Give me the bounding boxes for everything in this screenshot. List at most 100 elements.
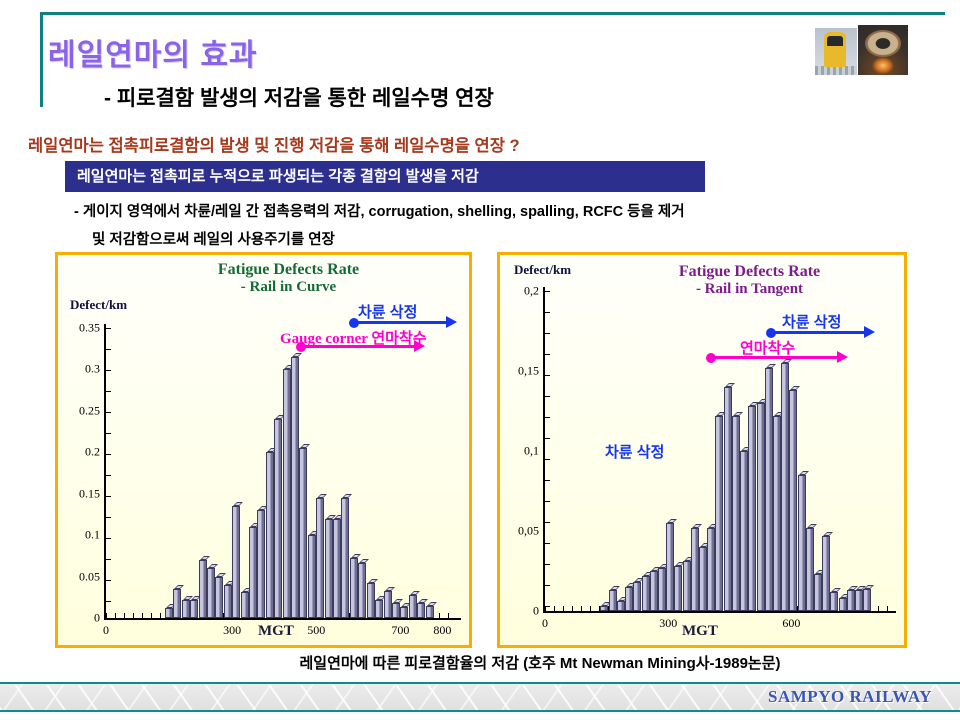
bar: [608, 590, 617, 611]
bar: [797, 475, 806, 611]
y-axis-ticks: [106, 328, 111, 618]
x-tick-label: 600: [782, 616, 801, 630]
top-rule: [40, 12, 945, 15]
y-tick-label: 0.25: [79, 403, 100, 418]
bullet-line-2: 및 저감함으로써 레일의 사용주기를 연장: [92, 232, 335, 248]
left-rule: [40, 12, 43, 107]
y-tick-label: 0.2: [85, 444, 100, 459]
bar: [616, 601, 625, 611]
y-axis-label: Defect/km: [70, 297, 128, 312]
bar: [391, 603, 400, 618]
chart-rail-in-curve: Defect/km Fatigue Defects Rate - Rail in…: [55, 252, 472, 648]
bar: [682, 561, 691, 611]
y-axis: [104, 324, 106, 618]
y-tick-label: 0.05: [79, 569, 100, 584]
chart-rail-in-tangent: Defect/km Fatigue Defects Rate - Rail in…: [497, 252, 907, 648]
bar: [600, 606, 609, 611]
bar: [772, 415, 781, 611]
bar: [674, 566, 683, 611]
train-photo-body: [824, 32, 846, 67]
train-photo-track: [815, 66, 857, 75]
annotation-wheel-truing-label: 차륜 삭정: [782, 314, 842, 331]
bar: [657, 567, 666, 611]
bar: [846, 590, 855, 611]
bar: [341, 497, 350, 618]
y-tick-label: 0.15: [79, 486, 100, 501]
annotation-gauge-corner-label: Gauge corner 연마착수: [280, 331, 427, 347]
bars: [545, 291, 890, 611]
bar: [223, 584, 232, 618]
y-tick-label: 0: [94, 610, 100, 625]
figure-caption: 레일연마에 따른 피로결함율의 저감 (호주 Mt Newman Mining사…: [299, 655, 781, 672]
chart-title: Fatigue Defects Rate: [217, 261, 360, 278]
bar: [715, 415, 724, 611]
x-axis-label: MGT: [258, 623, 294, 639]
x-axis: [104, 618, 461, 620]
annotation-gauge-corner-arrow: [296, 340, 425, 352]
bullet-line-1: - 게이지 영역에서 차륜/레일 간 접촉응력의 저감, corrugation…: [74, 204, 685, 220]
bar: [282, 369, 291, 618]
bar: [240, 591, 249, 618]
y-axis-ticks: [545, 291, 550, 611]
bar: [855, 590, 864, 611]
chart-title: Fatigue Defects Rate: [678, 263, 821, 280]
bar: [707, 527, 716, 611]
y-tick-label: 0.35: [79, 320, 100, 335]
page-subtitle: - 피로결함 발생의 저감을 통한 레일수명 연장: [104, 87, 494, 110]
annotation-wheel-truing-arrow: [349, 316, 457, 328]
x-tick-label: 0: [542, 616, 548, 630]
bar: [781, 363, 790, 611]
plot-area: 0 0.05 0.1 0.15 0.2 0.25 0.3 0.35 0 300 500 700 800: [79, 321, 461, 637]
bar: [375, 599, 384, 618]
chart-title-block: Fatigue Defects Rate - Rail in Tangent: [620, 263, 879, 298]
highlight-box: 레일연마는 접촉피로 누적으로 파생되는 각종 결함의 발생을 저감: [65, 161, 705, 192]
x-tick-label: 700: [391, 623, 410, 637]
y-axis: [543, 287, 545, 611]
annotation-grinding-start-label: 연마착수: [740, 340, 796, 357]
bar: [863, 588, 872, 611]
bar: [805, 527, 814, 611]
bar: [417, 603, 426, 618]
bar: [349, 558, 358, 618]
page-title: 레일연마의 효과: [48, 39, 258, 72]
bar: [400, 607, 409, 618]
bar: [265, 452, 274, 618]
x-tick-label: 300: [223, 623, 242, 637]
y-tick-label: 0.3: [85, 361, 100, 376]
y-axis-label: Defect/km: [514, 262, 572, 277]
bar: [408, 594, 417, 618]
grinding-sparks: [872, 57, 894, 74]
bar: [425, 606, 434, 618]
lead-question: 레일연마는 접촉피로결함의 발생 및 진행 저감을 통해 레일수명을 연장 ?: [28, 137, 520, 155]
bar: [699, 547, 708, 611]
y-tick-label: 0,1: [524, 443, 539, 458]
bars: [106, 328, 455, 618]
footer-band: SAMPYO RAILWAY: [0, 682, 960, 712]
bar: [324, 518, 333, 618]
bar: [723, 387, 732, 611]
bar: [789, 390, 798, 611]
bar: [307, 535, 316, 618]
chart-title-block: Fatigue Defects Rate - Rail in Curve: [153, 261, 424, 296]
x-tick-label: 300: [659, 616, 678, 630]
chart-subtitle: - Rail in Tangent: [695, 281, 804, 297]
x-tick-label: 500: [307, 623, 326, 637]
bar: [232, 506, 241, 618]
bar: [838, 598, 847, 611]
bar: [748, 406, 757, 611]
chart-subtitle: - Rail in Curve: [240, 279, 337, 295]
bar: [274, 419, 283, 618]
grinding-wheel: [865, 30, 901, 57]
annotation-wheel-truing-label: 차륜 삭정: [358, 304, 418, 321]
bar: [316, 497, 325, 618]
bar: [633, 582, 642, 611]
y-tick-label: 0,05: [518, 523, 539, 538]
x-axis: [543, 611, 896, 613]
bar: [257, 510, 266, 618]
x-tick-label: 0: [103, 623, 109, 637]
bar: [740, 451, 749, 611]
x-tick-label: 800: [433, 623, 452, 637]
plot-area: 0 0,05 0,1 0,15 0,2 0 300 600: [518, 284, 896, 630]
bar: [291, 357, 299, 618]
